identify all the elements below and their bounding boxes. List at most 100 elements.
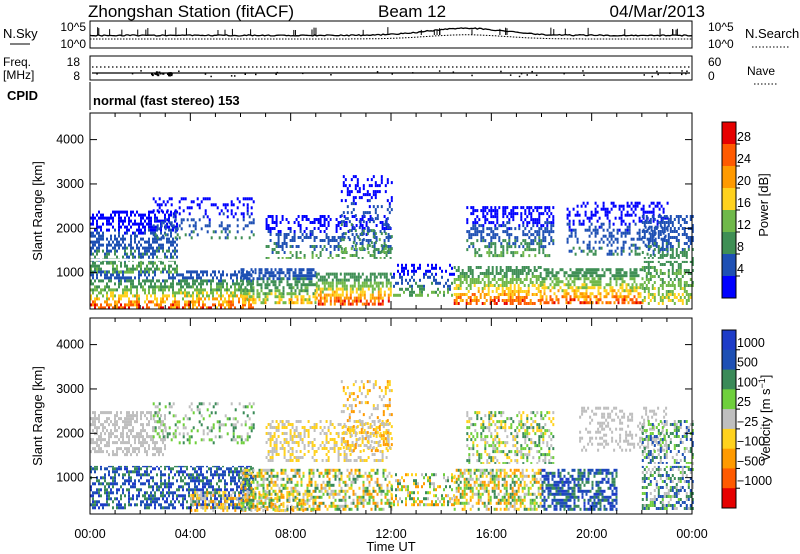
heatmap-cell <box>200 285 202 289</box>
heatmap-cell <box>513 269 516 272</box>
heatmap-cell <box>274 292 277 296</box>
heatmap-cell <box>649 254 652 257</box>
heatmap-cell <box>492 215 495 219</box>
heatmap-cell <box>92 264 94 268</box>
heatmap-cell <box>515 299 518 302</box>
heatmap-cell <box>494 209 497 213</box>
heatmap-cell <box>490 245 493 249</box>
heatmap-cell <box>210 291 212 295</box>
heatmap-cell <box>228 503 230 507</box>
heatmap-cell <box>296 301 299 305</box>
heatmap-cell <box>166 237 168 241</box>
heatmap-cell <box>601 268 604 272</box>
heatmap-cell <box>116 470 118 474</box>
heatmap-cell <box>340 199 343 203</box>
heatmap-cell <box>194 479 196 483</box>
heatmap-cell <box>595 295 598 299</box>
heatmap-cell <box>144 506 146 510</box>
heatmap-cell <box>333 275 336 279</box>
heatmap-cell <box>226 303 228 307</box>
heatmap-cell <box>230 200 233 204</box>
heatmap-cell <box>350 223 353 227</box>
heatmap-cell <box>351 272 354 276</box>
heatmap-cell <box>643 287 646 290</box>
heatmap-cell <box>277 251 280 254</box>
heatmap-cell <box>628 231 631 235</box>
heatmap-cell <box>634 207 637 211</box>
heatmap-cell <box>270 280 273 284</box>
heatmap-cell <box>164 485 166 489</box>
heatmap-cell <box>138 231 140 235</box>
heatmap-cell <box>252 221 255 225</box>
heatmap-cell <box>222 273 224 277</box>
heatmap-cell <box>146 264 148 268</box>
heatmap-cell <box>374 208 377 212</box>
heatmap-cell <box>216 467 218 471</box>
heatmap-cell <box>539 290 542 293</box>
heatmap-cell <box>198 203 201 207</box>
heatmap-cell <box>667 272 670 275</box>
heatmap-cell <box>198 297 200 301</box>
heatmap-cell <box>401 269 403 273</box>
heatmap-cell <box>538 236 541 240</box>
heatmap-cell <box>114 267 116 271</box>
heatmap-cell <box>614 249 617 253</box>
heatmap-cell <box>114 249 116 253</box>
heatmap-cell <box>691 284 694 287</box>
heatmap-cell <box>206 482 208 486</box>
heatmap-cell <box>186 285 188 289</box>
heatmap-cell <box>114 467 116 471</box>
heatmap-cell <box>186 282 188 286</box>
heatmap-cell <box>220 209 223 213</box>
freq-dot <box>171 74 173 77</box>
heatmap-cell <box>542 245 545 249</box>
heatmap-cell <box>180 503 182 507</box>
heatmap-cell <box>677 254 680 257</box>
heatmap-cell <box>98 240 100 244</box>
heatmap-cell <box>116 255 118 259</box>
heatmap-cell <box>602 201 605 205</box>
heatmap-cell <box>218 503 220 507</box>
heatmap-cell <box>371 272 374 276</box>
heatmap-cell <box>278 280 281 284</box>
heatmap-cell <box>154 494 156 498</box>
heatmap-cell <box>411 275 413 279</box>
heatmap-cell <box>677 257 680 260</box>
heatmap-cell <box>465 299 468 302</box>
heatmap-cell <box>507 287 510 290</box>
heatmap-cell <box>278 289 281 293</box>
heatmap-cell <box>530 242 533 246</box>
heatmap-cell <box>108 497 110 501</box>
heatmap-cell <box>172 255 174 259</box>
heatmap-cell <box>588 228 591 232</box>
heatmap-cell <box>536 230 539 234</box>
heatmap-cell <box>174 500 176 504</box>
heatmap-cell <box>306 286 309 290</box>
heatmap-cell <box>657 230 660 233</box>
heatmap-cell <box>108 494 110 498</box>
heatmap-cell <box>314 292 317 296</box>
heatmap-cell <box>329 239 332 242</box>
heatmap-cell <box>92 252 94 256</box>
heatmap-cell <box>378 190 381 194</box>
heatmap-cell <box>234 482 236 486</box>
heatmap-cell <box>248 298 251 302</box>
heatmap-cell <box>573 277 576 281</box>
heatmap-cell <box>92 213 94 217</box>
heatmap-cell <box>675 251 678 254</box>
heatmap-cell <box>212 270 214 274</box>
heatmap-cell <box>609 301 612 305</box>
heatmap-cell <box>224 227 227 231</box>
y-tick-label: 4000 <box>56 133 84 147</box>
heatmap-cell <box>625 289 628 293</box>
heatmap-cell <box>136 488 138 492</box>
heatmap-cell <box>112 210 114 214</box>
heatmap-cell <box>170 285 172 289</box>
heatmap-cell <box>534 254 537 258</box>
heatmap-cell <box>226 497 228 501</box>
heatmap-cell <box>110 488 112 492</box>
heatmap-cell <box>565 295 568 299</box>
heatmap-cell <box>372 232 375 236</box>
heatmap-cell <box>355 251 358 254</box>
heatmap-cell <box>240 271 243 275</box>
